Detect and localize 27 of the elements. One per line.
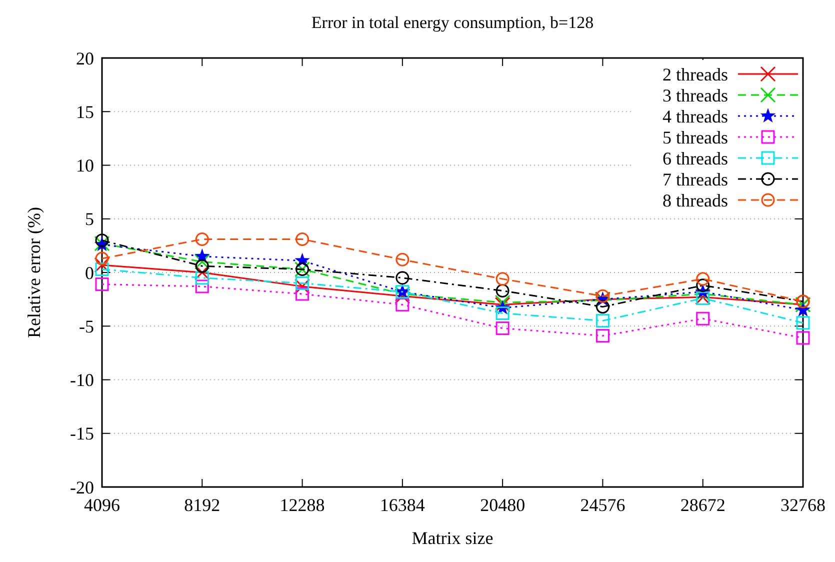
x-tick-label: 24576 bbox=[580, 495, 626, 515]
y-tick-label: 10 bbox=[76, 156, 94, 176]
legend-label: 5 threads bbox=[662, 127, 728, 148]
x-tick-label: 4096 bbox=[84, 495, 120, 515]
legend-label: 6 threads bbox=[662, 148, 728, 168]
x-tick-label: 8192 bbox=[184, 495, 220, 515]
legend-label: 4 threads bbox=[662, 106, 728, 126]
legend-label: 2 threads bbox=[662, 64, 728, 84]
x-tick-label: 16384 bbox=[380, 495, 425, 515]
x-tick-label: 32768 bbox=[780, 495, 826, 515]
y-tick-label: -5 bbox=[79, 316, 94, 336]
y-tick-label: 20 bbox=[76, 48, 94, 68]
x-tick-label: 12288 bbox=[280, 495, 325, 515]
legend-label: 8 threads bbox=[662, 190, 728, 210]
y-tick-label: -15 bbox=[70, 424, 94, 444]
y-tick-label: 15 bbox=[76, 102, 94, 122]
y-tick-label: -20 bbox=[70, 477, 94, 498]
y-tick-label: -10 bbox=[70, 370, 94, 390]
x-tick-label: 28672 bbox=[680, 495, 726, 515]
y-tick-label: 0 bbox=[85, 262, 94, 283]
x-axis-title: Matrix size bbox=[412, 528, 494, 548]
y-tick-label: 5 bbox=[85, 209, 94, 230]
legend-label: 7 threads bbox=[662, 169, 728, 190]
legend-label: 3 threads bbox=[662, 85, 728, 106]
x-tick-label: 20480 bbox=[480, 495, 526, 515]
chart-title: Error in total energy consumption, b=128 bbox=[311, 13, 594, 32]
y-axis-title: Relative error (%) bbox=[24, 207, 44, 338]
